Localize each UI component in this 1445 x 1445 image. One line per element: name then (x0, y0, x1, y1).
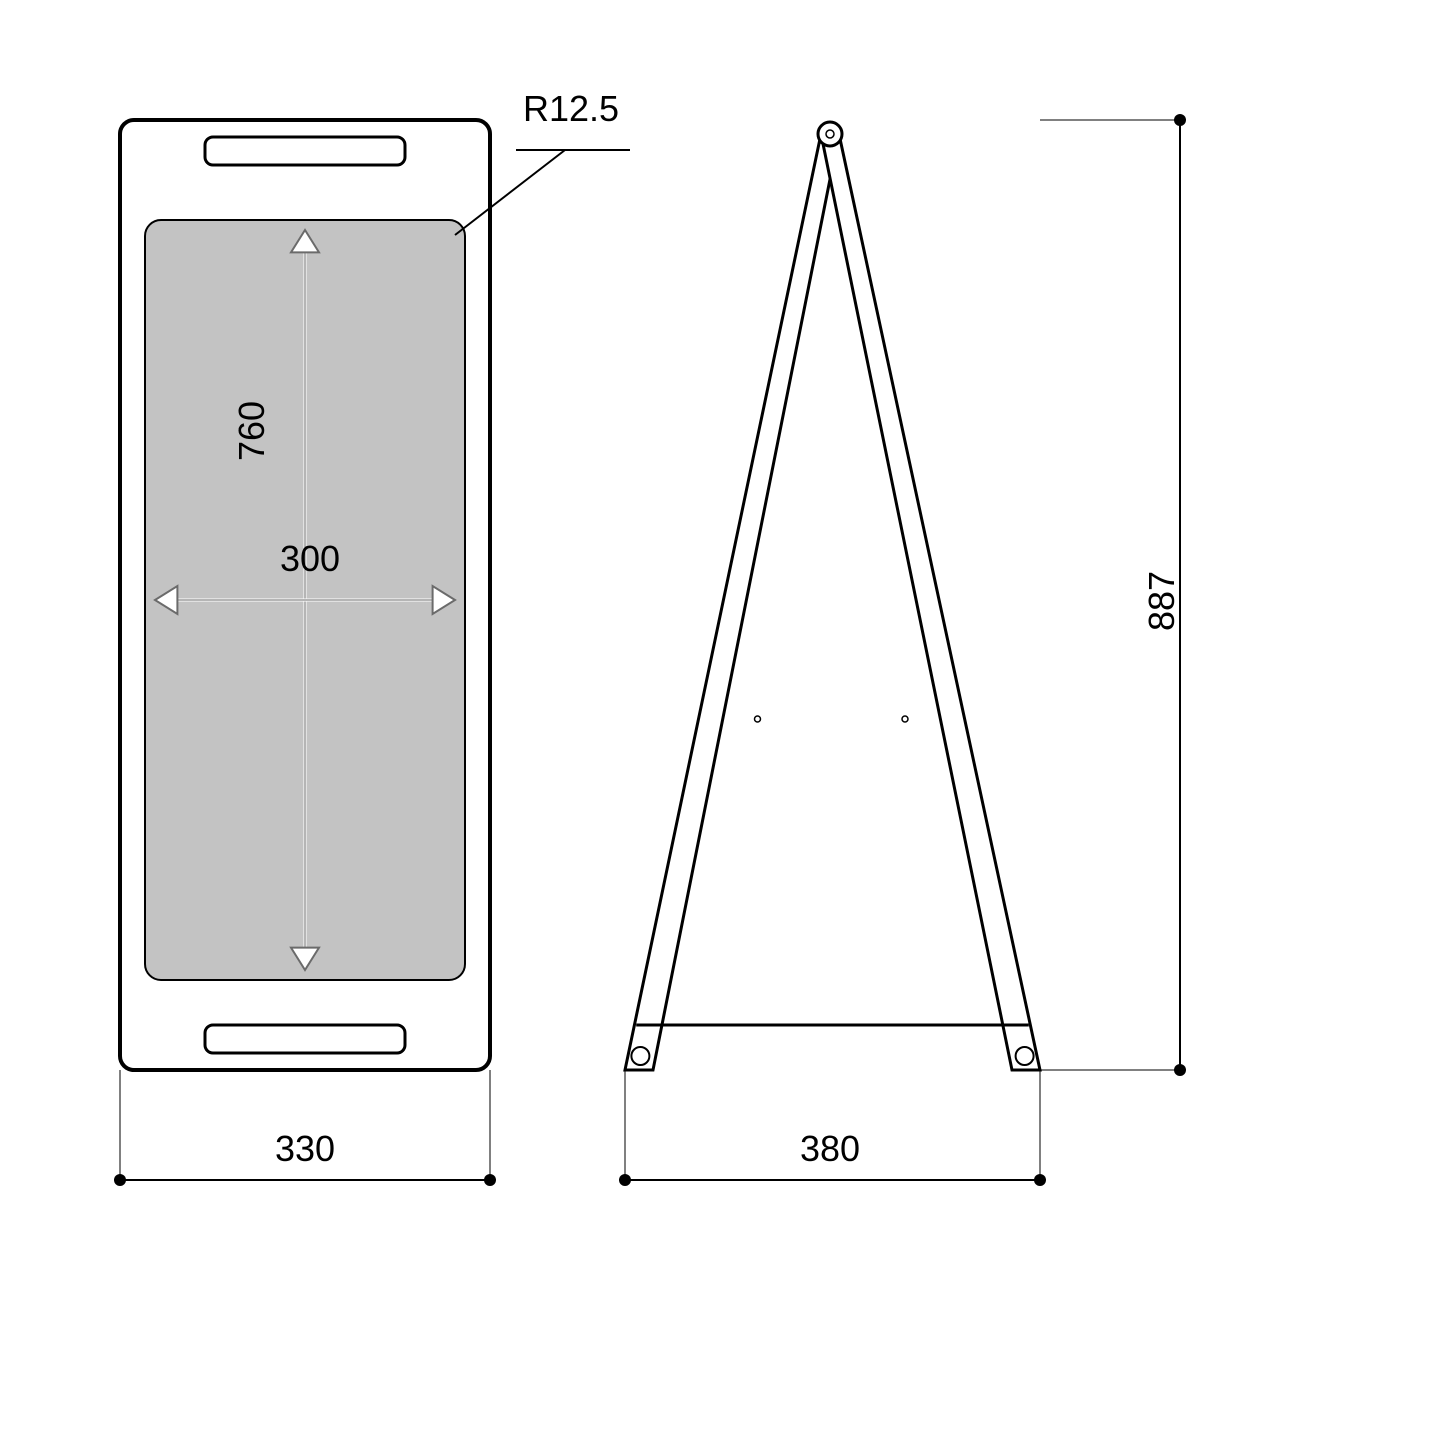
label-front-width: 330 (275, 1128, 335, 1170)
label-side-width: 380 (800, 1128, 860, 1170)
label-total-height: 887 (1141, 571, 1183, 631)
technical-drawing: R12.5 760 300 330 380 887 (0, 0, 1445, 1445)
label-radius: R12.5 (523, 88, 619, 130)
label-inner-width: 300 (280, 538, 340, 580)
label-inner-height: 760 (231, 401, 273, 461)
